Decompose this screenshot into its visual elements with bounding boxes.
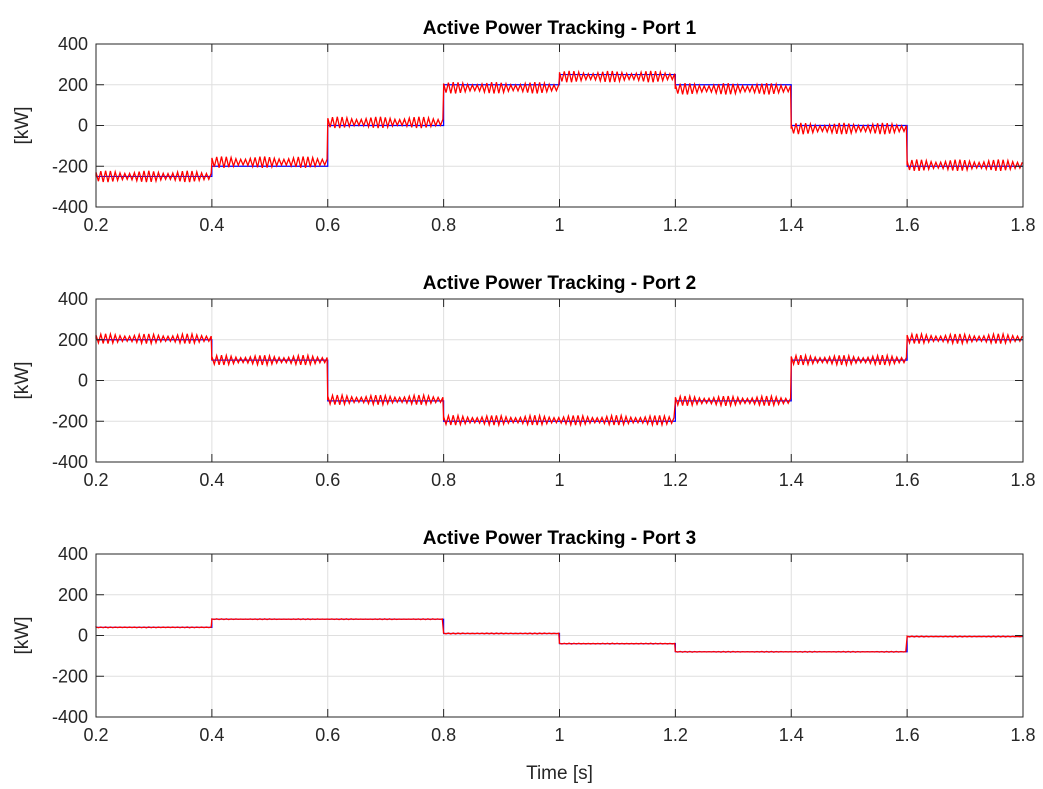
series-segment — [95, 619, 213, 629]
x-tick-label: 1.6 — [895, 470, 920, 490]
series-segment — [906, 635, 1023, 638]
x-tick-label: 1.8 — [1010, 215, 1035, 235]
y-axis-label: [kW] — [12, 107, 33, 145]
x-axis-label: Time [s] — [526, 763, 593, 784]
y-tick-label: -400 — [52, 707, 88, 727]
x-tick-label: 0.6 — [315, 470, 340, 490]
x-tick-label: 0.2 — [83, 725, 108, 745]
y-tick-label: -400 — [52, 197, 88, 217]
series-segment — [95, 331, 213, 361]
y-tick-label: 200 — [58, 75, 88, 95]
x-tick-label: 1 — [554, 470, 564, 490]
x-tick-label: 0.4 — [199, 470, 224, 490]
series-2-measured — [95, 331, 1023, 428]
series-segment — [211, 352, 329, 400]
y-tick-label: -200 — [52, 411, 88, 431]
x-tick-label: 1.6 — [895, 725, 920, 745]
series-segment — [790, 338, 908, 368]
x-tick-label: 0.6 — [315, 725, 340, 745]
x-tick-label: 0.8 — [431, 470, 456, 490]
series-2-measured — [95, 618, 1023, 653]
x-tick-label: 1.4 — [779, 215, 804, 235]
y-tick-label: 200 — [58, 585, 88, 605]
series-segment — [558, 69, 677, 89]
y-tick-label: 0 — [78, 116, 88, 136]
series-segment — [674, 360, 792, 409]
y-tick-label: -200 — [52, 666, 88, 686]
x-tick-label: 1.2 — [663, 725, 688, 745]
series-segment — [790, 121, 908, 166]
series-segment — [442, 76, 561, 95]
y-axis-label: [kW] — [12, 617, 33, 655]
x-tick-label: 1.2 — [663, 215, 688, 235]
x-tick-label: 0.8 — [431, 725, 456, 745]
y-tick-label: 0 — [78, 626, 88, 646]
y-tick-label: 200 — [58, 330, 88, 350]
x-tick-label: 0.4 — [199, 725, 224, 745]
series-2-measured — [95, 69, 1023, 184]
chart-title: Active Power Tracking - Port 1 — [423, 18, 697, 39]
x-tick-label: 1 — [554, 215, 564, 235]
chart-panel-3: 0.2 0.4 0.6 0.8 1 1.2 1.4 1.6 1.8 -400 -200 0 200 400… — [12, 528, 1036, 784]
series-segment — [95, 162, 213, 184]
chart-title: Active Power Tracking - Port 2 — [423, 273, 696, 294]
series-segment — [442, 632, 561, 644]
series-segment — [327, 87, 445, 130]
series-segment — [211, 122, 329, 170]
y-tick-label: 0 — [78, 371, 88, 391]
series-segment — [674, 81, 792, 129]
y-axis-label: [kW] — [12, 362, 33, 400]
y-tick-label: 400 — [58, 544, 88, 564]
x-tick-label: 0.2 — [83, 470, 108, 490]
series-segment — [906, 331, 1023, 346]
x-tick-label: 1.2 — [663, 470, 688, 490]
x-tick-label: 0.2 — [83, 215, 108, 235]
x-tick-label: 0.4 — [199, 215, 224, 235]
series-segment — [211, 618, 445, 634]
x-tick-label: 1.6 — [895, 215, 920, 235]
y-tick-label: 400 — [58, 34, 88, 54]
chart-panel-1: 0.2 0.4 0.6 0.8 1 1.2 1.4 1.6 1.8 -400 -200 0 200 400… — [12, 18, 1036, 235]
x-tick-label: 1.8 — [1010, 725, 1035, 745]
y-tick-label: 400 — [58, 289, 88, 309]
chart-panel-2: 0.2 0.4 0.6 0.8 1 1.2 1.4 1.6 1.8 -400 -200 0 200 400… — [12, 273, 1036, 490]
y-tick-label: -200 — [52, 156, 88, 176]
series-segment — [442, 400, 677, 428]
series-segment — [674, 636, 908, 653]
x-tick-label: 1.4 — [779, 725, 804, 745]
x-tick-label: 0.6 — [315, 215, 340, 235]
x-tick-label: 1.4 — [779, 470, 804, 490]
chart-title: Active Power Tracking - Port 3 — [423, 528, 696, 549]
x-tick-label: 1.8 — [1010, 470, 1035, 490]
y-tick-label: -400 — [52, 452, 88, 472]
series-segment — [906, 158, 1023, 173]
series-segment — [558, 642, 677, 652]
x-tick-label: 1 — [554, 725, 564, 745]
series-segment — [327, 392, 445, 421]
x-tick-label: 0.8 — [431, 215, 456, 235]
